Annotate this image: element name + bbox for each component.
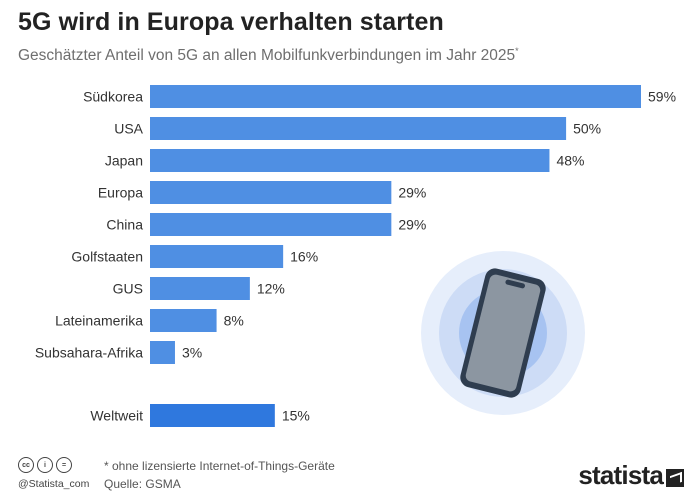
value-label-japan: 48% xyxy=(556,153,584,169)
category-label-gus: GUS xyxy=(113,281,143,297)
license-icons: cc i = xyxy=(18,457,72,473)
subtitle-footnote-marker: * xyxy=(515,46,519,56)
smartphone-icon xyxy=(460,268,546,398)
bar-subsahara-afrika xyxy=(150,341,175,364)
value-label-golfstaaten: 16% xyxy=(290,249,318,265)
chart-title: 5G wird in Europa verhalten starten xyxy=(18,8,444,36)
category-label-subsahara-afrika: Subsahara-Afrika xyxy=(35,345,143,361)
bar-usa xyxy=(150,117,567,140)
bar-china xyxy=(150,213,392,236)
bar-s-dkorea xyxy=(150,85,641,108)
bar-golfstaaten xyxy=(150,245,284,268)
chart-subtitle: Geschätzter Anteil von 5G an allen Mobil… xyxy=(18,46,519,65)
bar-gus xyxy=(150,277,250,300)
attribution-icon: i xyxy=(37,457,53,473)
bar-weltweit xyxy=(150,404,275,427)
smartphone-illustration xyxy=(421,251,585,415)
category-label-usa: USA xyxy=(114,121,143,137)
value-label-europa: 29% xyxy=(398,185,426,201)
value-label-usa: 50% xyxy=(573,121,601,137)
bar-japan xyxy=(150,149,550,172)
category-label-lateinamerika: Lateinamerika xyxy=(55,313,143,329)
category-label-golfstaaten: Golfstaaten xyxy=(71,249,143,265)
category-label-japan: Japan xyxy=(105,153,143,169)
footnote-text: * ohne lizensierte Internet-of-Things-Ge… xyxy=(104,459,335,473)
value-label-weltweit: 15% xyxy=(282,408,310,424)
category-label-europa: Europa xyxy=(98,185,143,201)
logo-text: statista xyxy=(578,460,663,490)
statista-logo[interactable]: statista xyxy=(578,460,684,491)
bar-europa xyxy=(150,181,392,204)
value-label-china: 29% xyxy=(398,217,426,233)
category-label-china: China xyxy=(106,217,143,233)
logo-mark-icon xyxy=(666,468,684,487)
value-label-gus: 12% xyxy=(257,281,285,297)
source-text: Quelle: GSMA xyxy=(104,477,181,491)
cc-icon: cc xyxy=(18,457,34,473)
bar-lateinamerika xyxy=(150,309,217,332)
category-label-weltweit: Weltweit xyxy=(90,408,143,424)
value-label-lateinamerika: 8% xyxy=(224,313,244,329)
category-label-s-dkorea: Südkorea xyxy=(83,89,143,105)
statista-handle: @Statista_com xyxy=(18,478,90,490)
no-derivatives-icon: = xyxy=(56,457,72,473)
footnote: * ohne lizensierte Internet-of-Things-Ge… xyxy=(104,457,335,493)
subtitle-text: Geschätzter Anteil von 5G an allen Mobil… xyxy=(18,47,516,65)
value-label-s-dkorea: 59% xyxy=(648,89,676,105)
value-label-subsahara-afrika: 3% xyxy=(182,345,202,361)
